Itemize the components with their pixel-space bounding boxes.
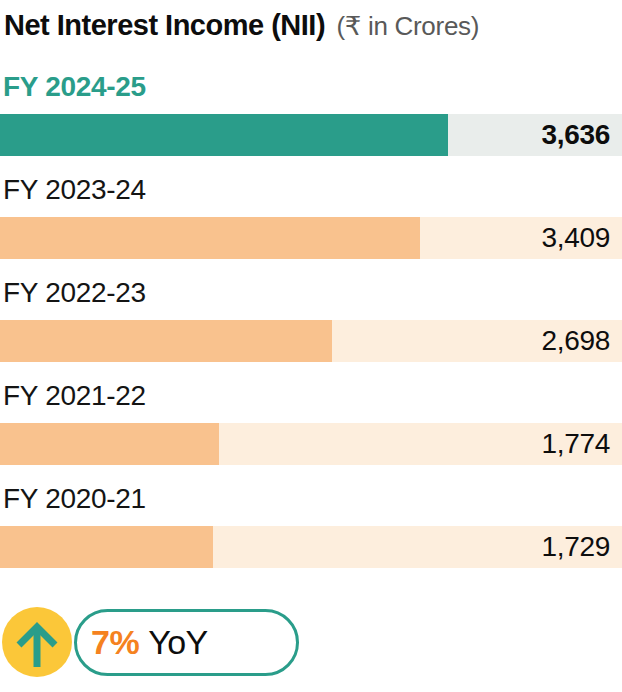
bar-label: FY 2023-24 [0, 174, 622, 206]
bar-value: 1,774 [541, 423, 610, 465]
bar-row-fy-2020-21: FY 2020-21 1,729 [0, 483, 622, 568]
yoy-pill: 7% YoY [74, 609, 299, 676]
bar-label: FY 2021-22 [0, 380, 622, 412]
bar-track: 3,636 [0, 114, 622, 156]
bar-row-fy-2023-24: FY 2023-24 3,409 [0, 174, 622, 259]
bar-fill [0, 423, 219, 465]
arrow-up-icon [2, 607, 72, 677]
chart-title: Net Interest Income (NII) [4, 9, 325, 41]
bar-row-fy-2022-23: FY 2022-23 2,698 [0, 277, 622, 362]
bar-fill [0, 526, 213, 568]
yoy-suffix: YoY [148, 623, 208, 662]
bar-fill [0, 217, 420, 259]
chart-subtitle: (₹ in Crores) [330, 11, 480, 41]
nii-bar-chart: Net Interest Income (NII) (₹ in Crores) … [0, 0, 622, 677]
bar-track: 3,409 [0, 217, 622, 259]
yoy-growth-badge: 7% YoY [2, 607, 622, 677]
bar-value: 3,636 [541, 114, 610, 156]
bar-value: 1,729 [541, 526, 610, 568]
bar-label: FY 2022-23 [0, 277, 622, 309]
bar-label: FY 2020-21 [0, 483, 622, 515]
bar-value: 3,409 [541, 217, 610, 259]
bar-fill [0, 114, 448, 156]
chart-header: Net Interest Income (NII) (₹ in Crores) [0, 0, 622, 42]
bar-row-fy-2021-22: FY 2021-22 1,774 [0, 380, 622, 465]
bar-track: 1,774 [0, 423, 622, 465]
bar-track: 2,698 [0, 320, 622, 362]
chart-unit: (₹ in Crores) [336, 11, 479, 41]
bar-fill [0, 320, 332, 362]
bar-row-fy-2024-25: FY 2024-25 3,636 [0, 71, 622, 156]
bar-track: 1,729 [0, 526, 622, 568]
bar-rows: FY 2024-25 3,636 FY 2023-24 3,409 FY 202… [0, 71, 622, 568]
yoy-percent: 7% [91, 623, 139, 662]
bar-value: 2,698 [541, 320, 610, 362]
bar-label: FY 2024-25 [0, 71, 622, 103]
